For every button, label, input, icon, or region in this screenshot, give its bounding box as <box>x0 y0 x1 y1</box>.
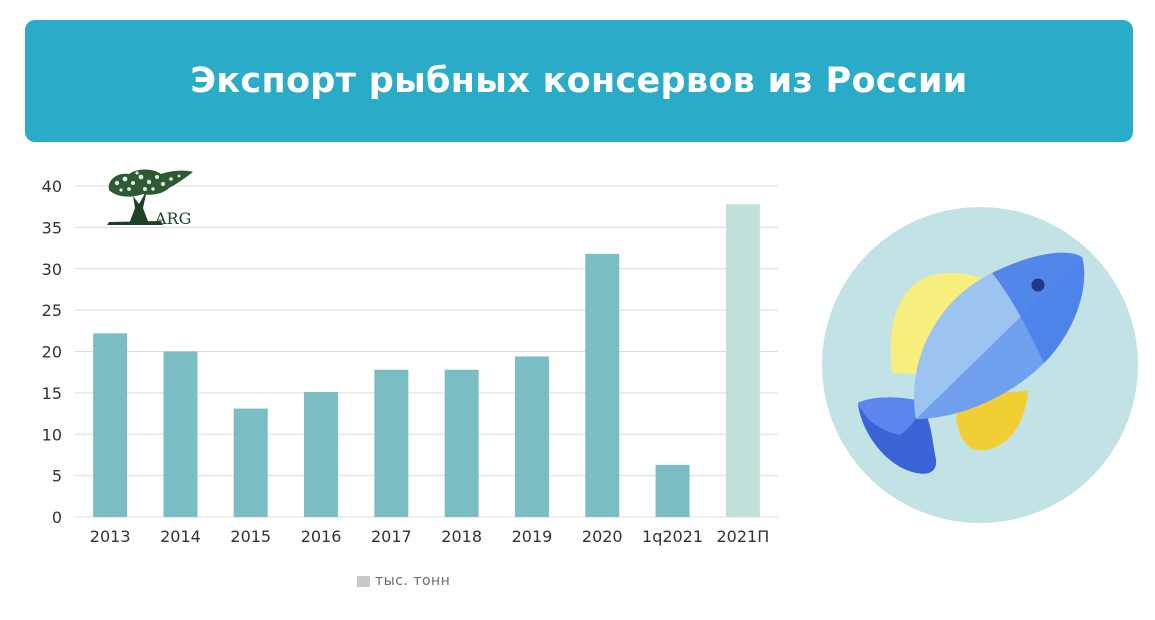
legend: тыс. тонн <box>357 573 450 589</box>
bar-2014 <box>163 351 198 517</box>
bar-chart: 0 5 10 15 20 25 30 35 40 2013 2014 2015 2016 2017 2018… <box>42 177 778 546</box>
fish-icon <box>822 207 1138 523</box>
x-tick-label: 2016 <box>301 527 342 546</box>
y-tick-label: 35 <box>42 218 62 237</box>
bar-2018 <box>444 369 479 517</box>
x-tick-label: 1q2021 <box>642 527 703 546</box>
bar-2020 <box>585 253 620 517</box>
bar-2015 <box>233 408 268 517</box>
title-banner: Экспорт рыбных консервов из России <box>25 20 1133 142</box>
y-tick-label: 15 <box>42 384 62 403</box>
bar-2017 <box>374 369 409 517</box>
x-tick-label: 2013 <box>90 527 131 546</box>
bar-1q2021 <box>655 464 690 517</box>
legend-swatch <box>357 575 370 587</box>
y-tick-label: 0 <box>52 508 62 527</box>
x-tick-label: 2014 <box>160 527 201 546</box>
y-tick-label: 5 <box>52 467 62 486</box>
legend-label: тыс. тонн <box>375 573 451 589</box>
page-title: Экспорт рыбных консервов из России <box>190 61 968 101</box>
y-tick-label: 10 <box>42 425 62 444</box>
logo-text: ARG <box>154 209 191 228</box>
y-tick-label: 25 <box>42 301 62 320</box>
y-tick-label: 30 <box>42 260 62 279</box>
y-tick-label: 20 <box>42 343 62 362</box>
bar-2013 <box>93 333 128 517</box>
tree-logo-icon: ARG <box>107 169 193 228</box>
x-tick-label: 2019 <box>512 527 553 546</box>
y-tick-label: 40 <box>42 177 62 196</box>
x-tick-label: 2018 <box>441 527 482 546</box>
bar-2021П <box>725 204 760 517</box>
x-tick-label: 2015 <box>230 527 271 546</box>
x-tick-label: 2020 <box>582 527 623 546</box>
bar-2016 <box>304 392 339 517</box>
x-tick-label: 2017 <box>371 527 412 546</box>
x-tick-label: 2021П <box>716 527 769 546</box>
bar-2019 <box>514 356 549 517</box>
